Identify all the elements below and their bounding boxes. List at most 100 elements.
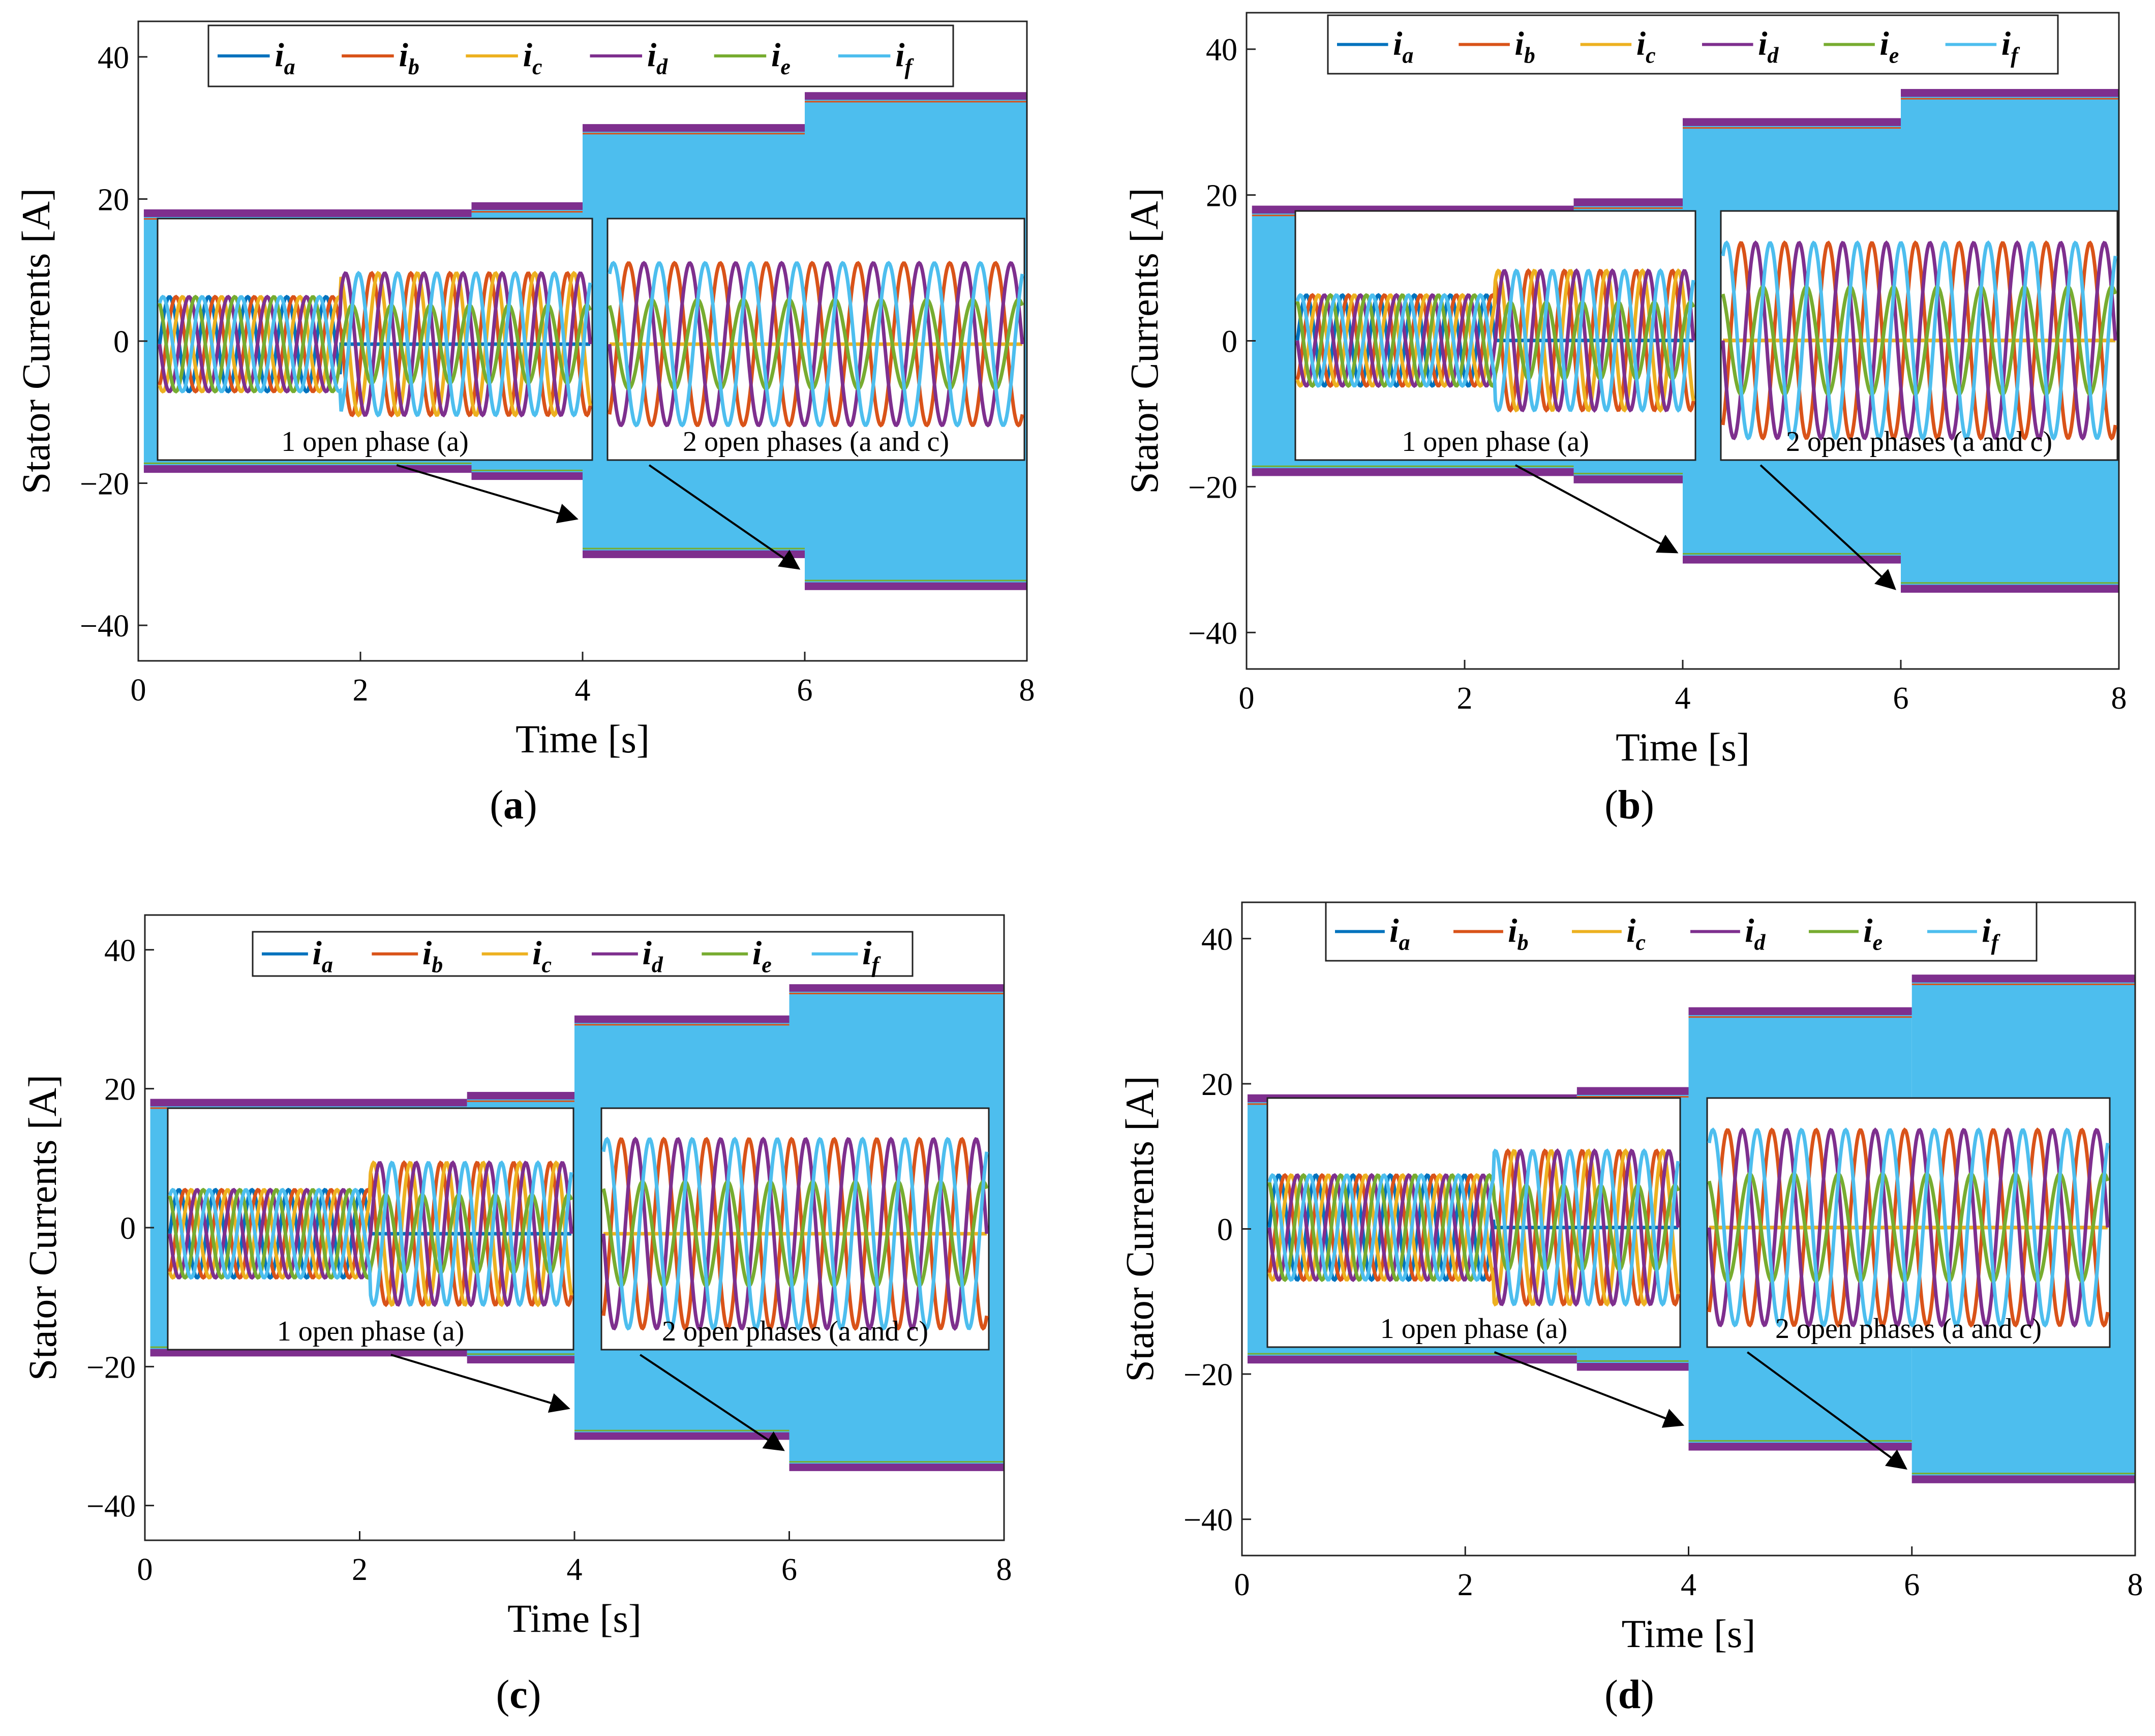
caption-open: ( xyxy=(490,783,503,828)
y-tick-label: −20 xyxy=(1183,1358,1233,1392)
x-tick-label: 2 xyxy=(353,673,369,708)
envelope-edge-bottom xyxy=(789,1464,1004,1471)
x-tick-label: 8 xyxy=(2128,1568,2143,1602)
x-tick-label: 2 xyxy=(1457,681,1473,716)
envelope-edge-bottom xyxy=(574,1432,790,1440)
caption-letter: b xyxy=(1618,783,1641,828)
legend-main: i xyxy=(1758,25,1768,63)
legend-sub: e xyxy=(762,953,772,978)
legend-sub: a xyxy=(322,953,333,978)
legend-main: i xyxy=(532,935,542,972)
legend-main: i xyxy=(275,37,284,74)
envelope-edge-bottom xyxy=(143,465,472,473)
envelope-edge-top xyxy=(789,984,1004,992)
inset-arrow xyxy=(1747,1351,1907,1470)
legend-label-if: if xyxy=(895,37,914,79)
legend-sub: f xyxy=(2011,43,2020,68)
legend-main: i xyxy=(422,935,432,972)
envelope-edge-bottom xyxy=(1683,556,1901,564)
inset-trace-ie xyxy=(601,1179,989,1288)
x-tick-label: 6 xyxy=(1893,681,1909,716)
legend-label-ia: ia xyxy=(1393,25,1413,68)
legend-main: i xyxy=(1636,25,1646,63)
y-tick-label: −40 xyxy=(86,1489,136,1524)
legend-main: i xyxy=(771,37,781,74)
envelope-edge-bottom xyxy=(471,472,583,480)
inset-trace-ib xyxy=(1721,240,2117,441)
legend-sub: b xyxy=(432,953,443,978)
caption-open: ( xyxy=(496,1672,510,1717)
caption-open: ( xyxy=(1604,783,1618,828)
legend-sub: c xyxy=(1646,43,1656,68)
inset-label: 2 open phases (a and c) xyxy=(662,1316,928,1347)
inset-trace-if xyxy=(158,270,592,418)
inset-trace-ie xyxy=(158,294,592,394)
inset-arrow xyxy=(390,1354,570,1413)
envelope-edge-bottom xyxy=(805,582,1027,590)
legend-label-if: if xyxy=(2001,25,2020,68)
y-tick-label: 20 xyxy=(104,1073,136,1107)
legend-box xyxy=(1327,14,2059,75)
envelope-edge-bottom xyxy=(1252,468,1574,476)
caption-letter: d xyxy=(1618,1672,1641,1717)
legend-label-if: if xyxy=(1982,912,2000,955)
envelope-edge-top xyxy=(805,92,1027,100)
legend-sub: a xyxy=(284,54,295,79)
legend-label-ie: ie xyxy=(771,37,791,79)
inset-trace-ib xyxy=(608,261,1024,428)
legend-sub: c xyxy=(542,953,552,978)
envelope-edge-top xyxy=(150,1099,467,1107)
caption-letter: a xyxy=(503,783,524,828)
legend-main: i xyxy=(1879,25,1889,63)
x-axis-label: Time [s] xyxy=(1622,1611,1756,1656)
legend-box xyxy=(1325,901,2038,962)
legend-box xyxy=(207,24,954,87)
caption-close: ) xyxy=(1641,783,1654,828)
panel-caption: (c) xyxy=(496,1672,541,1717)
x-tick-label: 4 xyxy=(567,1552,583,1587)
legend-main: i xyxy=(1393,25,1403,63)
inset-label: 1 open phase (a) xyxy=(1402,426,1589,458)
panel-caption: (d) xyxy=(1604,1672,1654,1717)
envelope-edge-bottom xyxy=(1247,1355,1577,1364)
envelope-edge-top xyxy=(574,1015,790,1023)
legend: ia ib ic id ie if xyxy=(252,931,914,978)
legend-sub: e xyxy=(1889,43,1899,68)
legend-main: i xyxy=(1745,912,1754,950)
legend-main: i xyxy=(1626,912,1636,950)
legend-box xyxy=(252,931,914,977)
legend-main: i xyxy=(1389,912,1399,950)
legend: ia ib ic id ie if xyxy=(1325,901,2038,962)
x-tick-label: 6 xyxy=(781,1552,797,1587)
legend-sub: f xyxy=(872,953,882,978)
y-tick-label: 40 xyxy=(104,933,136,968)
legend-label-id: id xyxy=(643,935,663,978)
legend-sub: c xyxy=(532,54,542,79)
inset-label: 2 open phases (a and c) xyxy=(1775,1313,2042,1345)
x-tick-label: 8 xyxy=(2111,681,2127,716)
envelope-edge-bottom xyxy=(1576,1363,1689,1371)
legend-main: i xyxy=(647,37,657,74)
panel-caption: (a) xyxy=(490,783,537,828)
legend-sub: e xyxy=(1873,930,1883,955)
caption-close: ) xyxy=(1641,1672,1654,1717)
envelope-edge-top xyxy=(1911,974,2135,983)
y-tick-label: 20 xyxy=(1201,1068,1233,1102)
legend-label-id: id xyxy=(647,37,668,79)
inset-2: 2 open phases (a and c) xyxy=(600,1107,990,1451)
inset-trace-if xyxy=(168,1160,573,1307)
inset-arrow xyxy=(1759,464,1896,590)
chart-panel-a: 0 2 4 6 8 −40 −20 0 20 40 Time [s] Stator Currents … xyxy=(14,20,1035,828)
inset-1: 1 open phase (a) xyxy=(1266,1097,1685,1428)
envelope-edge-top xyxy=(143,209,472,217)
inset-1: 1 open phase (a) xyxy=(167,1107,574,1413)
y-tick-label: 0 xyxy=(1222,325,1237,359)
envelope-edge-top xyxy=(1683,118,1901,126)
inset-trace-ie xyxy=(1721,285,2117,397)
legend-main: i xyxy=(1508,912,1517,950)
legend-sub: d xyxy=(656,54,668,79)
y-tick-label: −40 xyxy=(1188,616,1237,651)
legend-main: i xyxy=(1514,25,1524,63)
inset-trace-ib xyxy=(601,1137,989,1331)
inset-label: 1 open phase (a) xyxy=(281,426,469,458)
